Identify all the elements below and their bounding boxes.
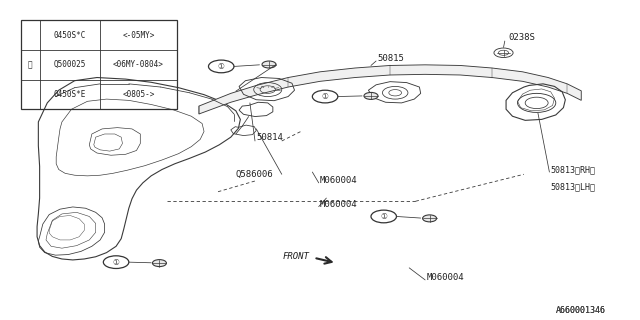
Text: 0450S*C: 0450S*C: [54, 31, 86, 40]
Circle shape: [364, 92, 378, 100]
Text: Q500025: Q500025: [54, 60, 86, 69]
Text: 0450S*E: 0450S*E: [54, 90, 86, 99]
Text: ①: ①: [113, 258, 120, 267]
Circle shape: [152, 260, 166, 267]
Text: <0805->: <0805->: [122, 90, 155, 99]
Text: ①: ①: [218, 62, 225, 71]
Text: ①: ①: [322, 92, 328, 101]
Text: M060004: M060004: [427, 273, 465, 282]
Text: Q586006: Q586006: [236, 170, 273, 179]
Bar: [20, 20, 177, 109]
Text: 50814: 50814: [256, 133, 283, 142]
Text: ①: ①: [28, 60, 33, 69]
Text: <-05MY>: <-05MY>: [122, 31, 155, 40]
Text: 50815: 50815: [378, 54, 404, 63]
Text: FRONT: FRONT: [283, 252, 310, 261]
Text: A660001346: A660001346: [556, 306, 606, 315]
Text: 50813〈RH〉: 50813〈RH〉: [550, 165, 596, 174]
Text: 50813〈LH〉: 50813〈LH〉: [550, 182, 596, 191]
Circle shape: [262, 61, 276, 68]
Text: A660001346: A660001346: [556, 306, 606, 315]
Text: 0238S: 0238S: [508, 33, 535, 42]
Circle shape: [422, 215, 436, 222]
Text: M060004: M060004: [320, 200, 358, 209]
Text: ①: ①: [380, 212, 387, 221]
Text: <06MY-0804>: <06MY-0804>: [113, 60, 164, 69]
Polygon shape: [199, 65, 581, 114]
Text: M060004: M060004: [320, 176, 358, 185]
